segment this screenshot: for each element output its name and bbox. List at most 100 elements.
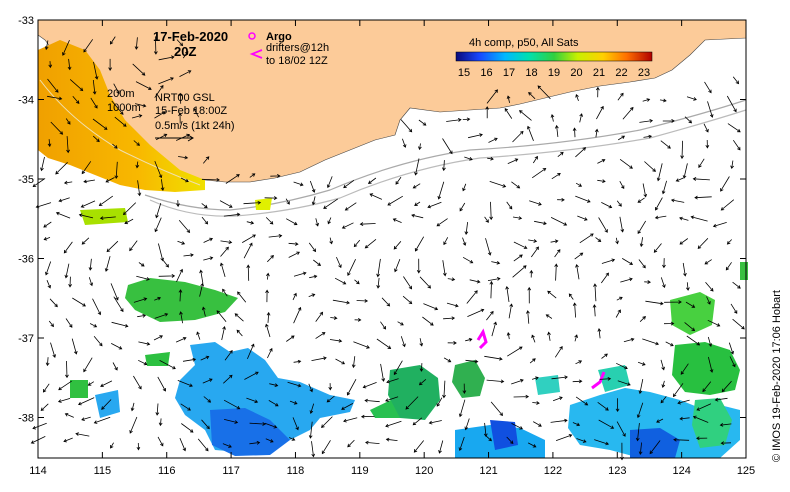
- credit-text: © IMOS 19-Feb-2020 17:06 Hobart: [771, 290, 783, 462]
- current-arrow: [106, 240, 119, 253]
- current-arrow: [707, 319, 721, 327]
- current-arrow: [682, 262, 687, 277]
- current-arrow: [321, 416, 333, 428]
- current-arrow: [99, 216, 116, 220]
- current-arrow: [487, 156, 494, 161]
- current-arrow: [111, 100, 124, 115]
- current-arrow: [615, 398, 620, 413]
- current-arrow: [661, 380, 666, 388]
- current-arrow: [436, 397, 443, 407]
- current-arrow: [104, 256, 111, 272]
- current-arrow: [660, 359, 665, 371]
- current-arrow: [292, 292, 297, 301]
- current-arrow: [356, 299, 369, 303]
- current-arrow: [531, 334, 536, 343]
- current-arrow: [673, 437, 690, 442]
- current-arrow: [175, 337, 187, 343]
- current-arrow: [343, 417, 358, 423]
- current-arrow: [732, 139, 741, 151]
- current-arrow: [414, 201, 421, 206]
- current-arrow: [77, 397, 95, 406]
- contour-1000m: [149, 109, 747, 217]
- current-arrow: [157, 376, 166, 392]
- x-tick-label: 116: [158, 465, 176, 477]
- current-arrow: [219, 200, 233, 208]
- current-arrow: [464, 156, 473, 161]
- current-arrow: [201, 203, 208, 209]
- current-arrow: [180, 177, 189, 183]
- current-arrow: [572, 422, 581, 427]
- current-arrow: [545, 314, 553, 319]
- current-arrow: [491, 321, 497, 337]
- current-arrow: [405, 396, 419, 410]
- current-arrow: [656, 418, 664, 423]
- current-arrow: [286, 335, 295, 342]
- current-arrow: [465, 337, 473, 342]
- current-arrow: [199, 282, 204, 297]
- current-arrow: [321, 440, 331, 455]
- current-arrow: [720, 176, 730, 192]
- current-arrow: [665, 341, 674, 347]
- current-arrow: [726, 239, 732, 245]
- current-arrow: [219, 262, 226, 278]
- current-arrow: [459, 202, 466, 212]
- current-arrow: [311, 196, 316, 206]
- current-arrow: [443, 357, 452, 363]
- current-arrow: [397, 321, 404, 326]
- current-arrow: [224, 349, 233, 361]
- current-arrow: [638, 379, 644, 395]
- current-arrow: [686, 335, 701, 346]
- current-arrow: [197, 438, 209, 452]
- current-arrow: [617, 92, 624, 101]
- current-arrow: [464, 418, 470, 431]
- current-arrow: [670, 198, 685, 203]
- current-arrow: [362, 382, 377, 389]
- current-arrow: [153, 335, 163, 341]
- current-arrow: [557, 151, 564, 158]
- current-arrow: [529, 358, 536, 364]
- current-arrow: [178, 112, 182, 124]
- current-arrow: [71, 338, 78, 355]
- current-arrow: [659, 98, 667, 103]
- current-arrow: [601, 353, 608, 359]
- current-arrow: [466, 290, 478, 304]
- current-arrow: [359, 222, 376, 226]
- current-arrow: [508, 303, 514, 319]
- current-arrow: [326, 176, 333, 189]
- current-arrow: [265, 323, 271, 338]
- current-arrow: [662, 119, 675, 123]
- current-arrow: [49, 298, 58, 308]
- current-arrow: [346, 379, 357, 396]
- current-arrow: [705, 139, 710, 149]
- current-arrow: [81, 237, 90, 245]
- current-arrow: [601, 258, 616, 264]
- current-arrow: [491, 261, 501, 265]
- current-arrow: [158, 55, 175, 61]
- current-arrow: [692, 415, 709, 423]
- current-arrow: [179, 311, 183, 324]
- current-arrow: [308, 293, 316, 297]
- current-arrow: [661, 180, 667, 195]
- current-arrow: [177, 240, 186, 245]
- current-arrow: [158, 418, 163, 427]
- current-arrow: [506, 95, 511, 103]
- current-arrow: [55, 162, 68, 175]
- current-arrow: [684, 322, 696, 332]
- current-arrow: [727, 123, 741, 133]
- current-arrow: [364, 398, 380, 403]
- current-arrow: [101, 399, 112, 410]
- current-arrow: [707, 101, 714, 118]
- current-arrow: [462, 237, 467, 246]
- current-arrow: [341, 222, 354, 229]
- current-arrow: [615, 237, 619, 245]
- current-arrow: [644, 161, 656, 172]
- y-tick-label: -35: [18, 174, 34, 186]
- plot-frame: [37, 19, 747, 459]
- current-arrow: [511, 378, 524, 385]
- current-arrow: [264, 422, 278, 429]
- current-arrow: [728, 342, 734, 355]
- current-arrow: [547, 290, 557, 299]
- current-arrow: [57, 398, 71, 403]
- current-arrow: [179, 70, 192, 77]
- current-arrow: [244, 371, 259, 380]
